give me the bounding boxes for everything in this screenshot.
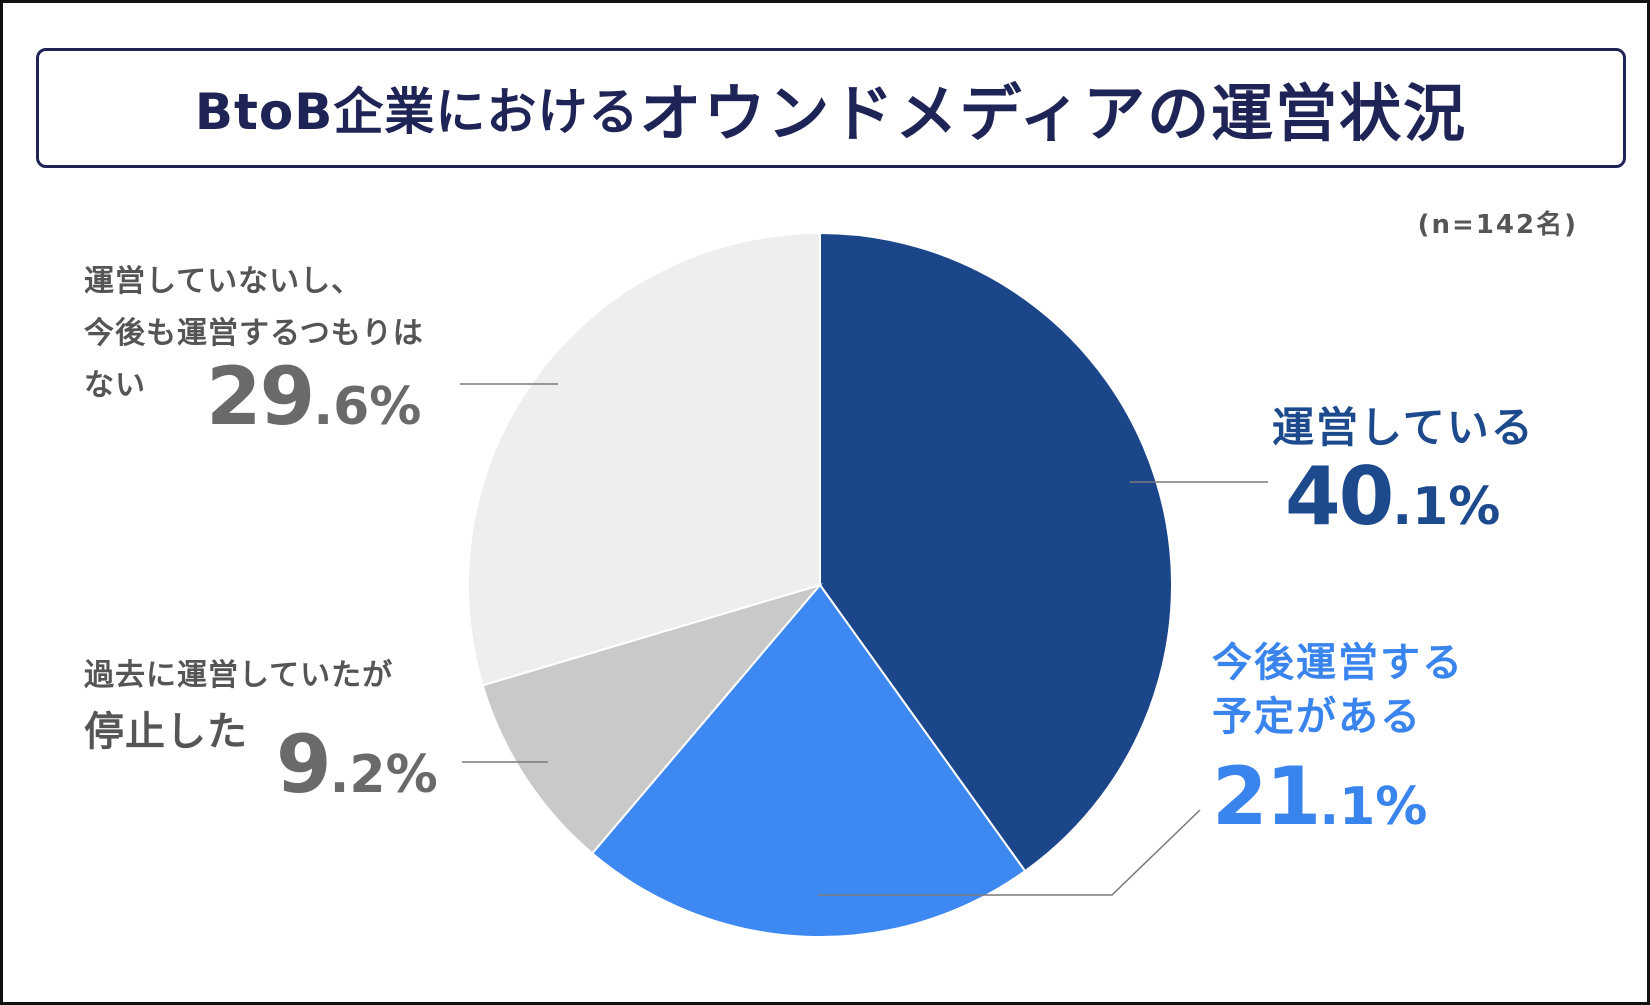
pct-not-operating: 29.6% (206, 350, 421, 443)
label-not-operating-line-2: 今後も運営するつもりは (84, 316, 424, 351)
title-part-1: BtoB企業における (194, 83, 640, 141)
label-stopped-line-1: 過去に運営していたが (84, 658, 394, 693)
label-stopped-line-2: 停止した (84, 709, 248, 755)
pct-not-operating-dec: .6% (313, 377, 422, 437)
pct-operating: 40.1% (1285, 450, 1500, 543)
label-planned-line-1: 今後運営する (1212, 640, 1464, 686)
pct-planned-int: 21 (1212, 750, 1321, 843)
pct-not-operating-int: 29 (206, 350, 315, 443)
label-not-operating-line-3: ない (84, 368, 146, 403)
pct-stopped: 9.2% (276, 718, 438, 811)
pct-operating-dec: .1% (1392, 477, 1501, 537)
slice-operating (819, 231, 1173, 873)
slice-stopped (481, 583, 823, 855)
pct-planned-dec: .1% (1319, 777, 1428, 837)
pct-operating-int: 40 (1285, 450, 1394, 543)
label-planned: 今後運営する 予定がある (1212, 636, 1464, 744)
label-operating-text: 運営している (1272, 403, 1535, 452)
pct-stopped-int: 9 (276, 718, 332, 811)
leader-planned (818, 809, 1201, 896)
label-not-operating: 運営していないし、 今後も運営するつもりは ない (84, 256, 424, 412)
label-operating: 運営している (1272, 394, 1535, 455)
label-not-operating-line-1: 運営していないし、 (84, 264, 363, 299)
label-planned-line-2: 予定がある (1212, 694, 1422, 740)
pct-planned: 21.1% (1212, 750, 1427, 843)
title-part-2: オウンドメディアの運営状況 (639, 77, 1468, 150)
slice-not-operating (467, 231, 821, 687)
chart-title: BtoB企業における オウンドメディアの運営状況 (36, 48, 1626, 168)
sample-size-note: (n=142名) (1417, 210, 1578, 240)
label-stopped: 過去に運営していたが 停止した (84, 648, 393, 760)
slice-planned (590, 583, 1027, 938)
pct-stopped-dec: .2% (329, 745, 438, 805)
